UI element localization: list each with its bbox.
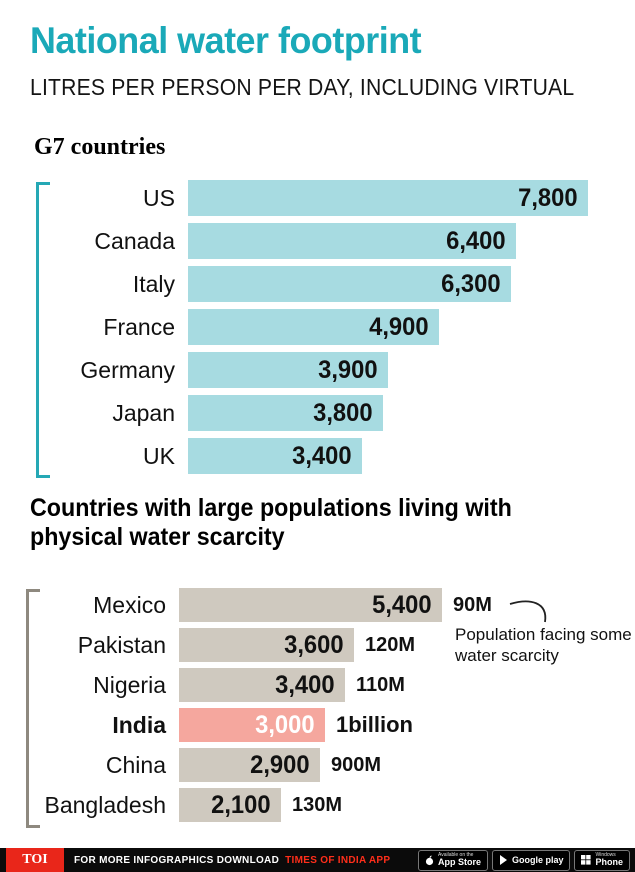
bar-value: 5,400 [372, 590, 432, 619]
footer-highlight-text: TIMES OF INDIA APP [285, 854, 391, 866]
bar-row: US 7,800 [57, 180, 588, 216]
google-play-icon [499, 855, 507, 865]
badge-app-store-label: App Store [437, 857, 481, 867]
bar-value: 3,400 [275, 670, 335, 699]
badge-windows-phone[interactable]: Windows Phone [574, 849, 630, 871]
badge-windows-phone-top: Windows [595, 852, 616, 858]
footer-bar: TOI FOR MORE INFOGRAPHICS DOWNLOAD TIMES… [0, 848, 635, 872]
badge-windows-phone-label: Phone [595, 857, 623, 867]
bar: 5,400 [179, 588, 442, 622]
g7-bar-chart: US 7,800 Canada 6,400 Italy 6,300 France 4,900 G… [57, 180, 588, 481]
bar-value: 2,900 [250, 750, 310, 779]
bar-row: Bangladesh 2,100 130M [44, 788, 492, 822]
bar-value: 2,100 [211, 790, 271, 819]
bar-row: India 3,000 1billion [44, 708, 492, 742]
bar-value: 3,600 [284, 630, 344, 659]
bar-label: UK [143, 442, 175, 469]
app-badges: Available on the App Store Google play [417, 849, 630, 871]
annotation-text: Population facing some water scarcity [455, 625, 632, 665]
bar: 7,800 [188, 180, 588, 216]
g7-chart-bracket [36, 182, 50, 478]
bar-value: 6,400 [446, 226, 506, 255]
bar-label: France [103, 313, 175, 340]
bar-value: 7,800 [518, 183, 578, 212]
bar-label: China [105, 751, 166, 778]
bar-row: Nigeria 3,400 110M [44, 668, 492, 702]
bar-row: Italy 6,300 [57, 266, 588, 302]
bar: 4,900 [188, 309, 439, 345]
bar-row: Pakistan 3,600 120M [44, 628, 492, 662]
bar-row: UK 3,400 [57, 438, 588, 474]
bar-label: US [143, 184, 175, 211]
bar: 2,900 [179, 748, 320, 782]
windows-icon [581, 855, 592, 865]
bar-label: Mexico [93, 591, 166, 618]
bar-label: Nigeria [93, 671, 166, 698]
bar-row: France 4,900 [57, 309, 588, 345]
bar-label: Canada [94, 227, 175, 254]
bar-row: China 2,900 900M [44, 748, 492, 782]
population-label: 90M [453, 593, 492, 616]
scarcity-bar-chart: Mexico 5,400 90M Pakistan 3,600 120M Nigeria 3,… [44, 588, 492, 828]
bar-row: Mexico 5,400 90M [44, 588, 492, 622]
g7-chart-title: G7 countries [34, 134, 166, 160]
bar-value: 3,800 [313, 398, 373, 427]
toi-logo: TOI [6, 848, 64, 872]
bar: 3,400 [179, 668, 345, 702]
badge-google-play[interactable]: Google play [491, 849, 571, 871]
bar-label: India [112, 711, 166, 738]
badge-app-store-top: Available on the [437, 852, 474, 858]
population-label: 1billion [336, 712, 413, 737]
bar-value: 3,900 [318, 355, 378, 384]
bar: 6,300 [188, 266, 511, 302]
footer-text: FOR MORE INFOGRAPHICS DOWNLOAD [74, 854, 280, 866]
bar-value: 3,000 [255, 710, 315, 739]
bar-value: 3,400 [292, 441, 352, 470]
population-label: 120M [365, 633, 416, 656]
annotation-arrow [509, 600, 547, 623]
bar-row: Japan 3,800 [57, 395, 588, 431]
bar-row: Canada 6,400 [57, 223, 588, 259]
bar: 2,100 [179, 788, 281, 822]
bar-label: Italy [132, 270, 175, 297]
population-label: 900M [331, 753, 382, 776]
bar: 6,400 [188, 223, 516, 259]
bar: 3,000 [179, 708, 325, 742]
bar: 3,600 [179, 628, 354, 662]
bar: 3,400 [188, 438, 362, 474]
bar: 3,800 [188, 395, 383, 431]
population-label: 130M [292, 793, 343, 816]
bar-label: Germany [80, 356, 175, 383]
bar-value: 6,300 [441, 269, 501, 298]
badge-google-play-label: Google play [511, 854, 564, 865]
badge-app-store[interactable]: Available on the App Store [417, 849, 488, 871]
bar-value: 4,900 [369, 312, 429, 341]
scarcity-chart-title: Countries with large populations living … [30, 494, 512, 551]
bar-label: Bangladesh [44, 791, 167, 818]
infographic-subtitle: LITRES PER PERSON PER DAY, INCLUDING VIR… [30, 74, 575, 100]
population-label: 110M [356, 673, 405, 696]
bar-label: Japan [112, 399, 175, 426]
scarcity-chart-bracket [26, 589, 40, 828]
infographic-title: National water footprint [30, 20, 422, 61]
bar-row: Germany 3,900 [57, 352, 588, 388]
bar-label: Pakistan [77, 631, 166, 658]
bar: 3,900 [188, 352, 388, 388]
apple-icon [425, 855, 434, 865]
